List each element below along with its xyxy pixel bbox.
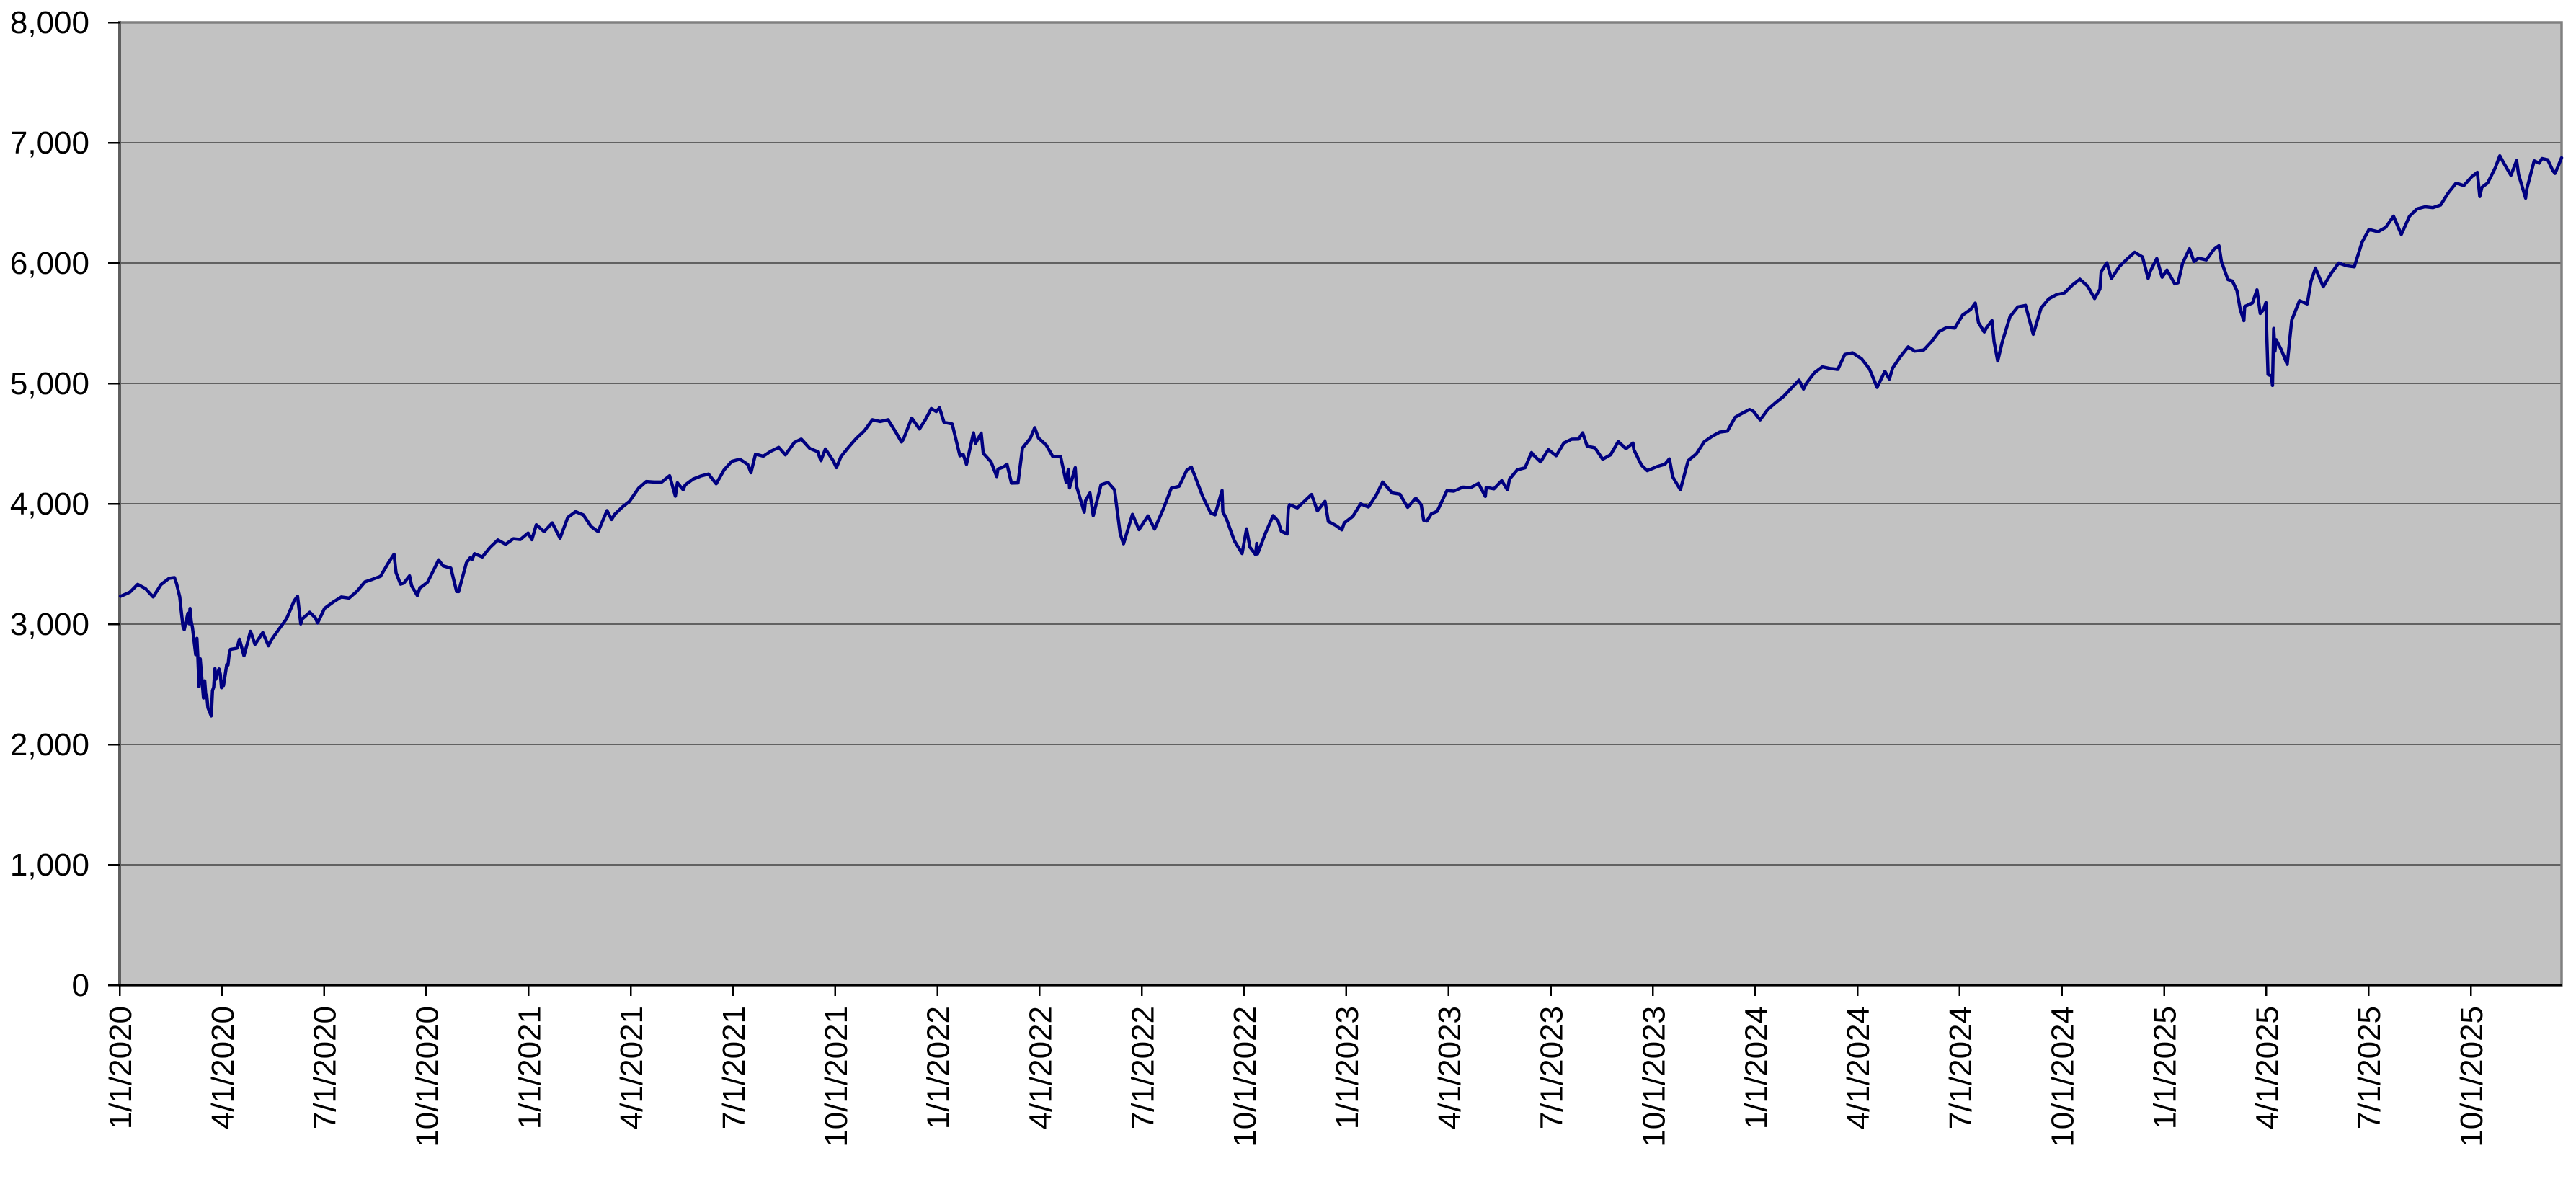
x-axis-label: 1/1/2023 [1330,1006,1365,1129]
x-axis-label: 1/1/2021 [512,1006,547,1129]
x-axis-label: 7/1/2024 [1943,1006,1978,1129]
x-axis-label: 7/1/2021 [716,1006,752,1129]
x-axis-label: 10/1/2024 [2046,1006,2081,1147]
x-axis-label: 1/1/2024 [1738,1006,1774,1129]
x-axis-label: 7/1/2022 [1125,1006,1160,1129]
y-axis-label: 7,000 [10,125,89,161]
y-axis-label: 8,000 [10,5,89,40]
y-axis-label: 5,000 [10,366,89,401]
y-axis-label: 3,000 [10,607,89,642]
x-axis-label: 1/1/2020 [103,1006,138,1129]
x-axis-label: 4/1/2023 [1432,1006,1467,1129]
x-axis-label: 10/1/2023 [1636,1006,1671,1147]
x-axis-label: 10/1/2020 [409,1006,445,1147]
x-axis-label: 4/1/2022 [1023,1006,1058,1129]
x-axis-label: 7/1/2020 [308,1006,343,1129]
y-axis-label: 4,000 [10,486,89,522]
x-axis-label: 10/1/2025 [2454,1006,2490,1147]
x-axis-label: 1/1/2025 [2148,1006,2183,1129]
y-axis-label: 0 [72,968,89,1003]
y-axis-label: 1,000 [10,847,89,883]
y-axis-label: 6,000 [10,246,89,281]
x-axis-label: 7/1/2023 [1535,1006,1570,1129]
x-axis-label: 4/1/2020 [205,1006,241,1129]
x-axis-label: 4/1/2021 [614,1006,649,1129]
x-axis-label: 10/1/2022 [1227,1006,1263,1147]
x-axis-label: 1/1/2022 [921,1006,956,1129]
price-line [118,154,2564,718]
x-axis-label: 4/1/2024 [1841,1006,1876,1129]
y-axis-label: 2,000 [10,727,89,762]
x-axis-label: 7/1/2025 [2352,1006,2387,1129]
x-axis-label: 10/1/2021 [819,1006,854,1147]
x-axis-label: 4/1/2025 [2249,1006,2285,1129]
